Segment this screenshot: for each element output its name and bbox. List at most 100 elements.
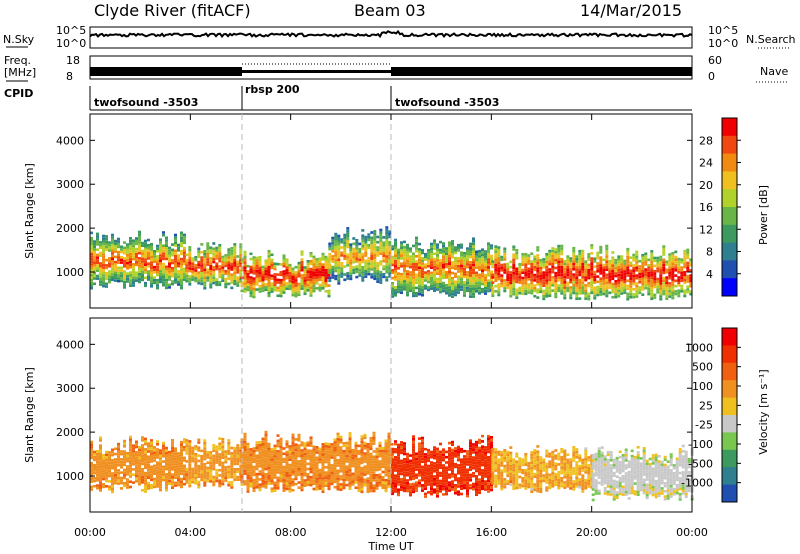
echo-cell [120, 269, 123, 272]
echo-cell [90, 454, 93, 457]
echo-cell [150, 447, 153, 450]
echo-cell [400, 480, 403, 484]
echo-cell [397, 253, 400, 257]
echo-cell [312, 487, 316, 491]
echo-cell [162, 455, 165, 458]
echo-cell [381, 483, 385, 487]
echo-cell [385, 268, 389, 271]
echo-cell [472, 266, 475, 269]
echo-cell [309, 252, 313, 255]
echo-cell [451, 284, 454, 288]
echo-cell [515, 288, 519, 292]
echo-cell [451, 440, 454, 444]
echo-cell [227, 264, 231, 267]
echo-cell [394, 466, 397, 470]
echo-cell [490, 283, 493, 287]
echo-cell [373, 264, 377, 267]
echo-cell [221, 448, 225, 452]
echo-cell [141, 475, 144, 479]
beam-title: Beam 03 [354, 1, 426, 20]
echo-cell [460, 466, 463, 469]
echo-cell [394, 291, 397, 294]
echo-cell [138, 461, 141, 465]
echo-cell [454, 256, 457, 260]
echo-cell [339, 488, 343, 491]
echo-cell [641, 285, 645, 289]
echo-cell [105, 463, 108, 467]
echo-cell [117, 253, 120, 257]
echo-cell [233, 274, 237, 278]
echo-cell [418, 455, 421, 459]
echo-cell [309, 286, 313, 289]
echo-cell [557, 276, 561, 279]
echo-cell [337, 263, 341, 267]
echo-cell [454, 478, 457, 482]
echo-cell [354, 486, 358, 489]
echo-cell [318, 273, 322, 276]
echo-cell [364, 267, 368, 270]
echo-cell [384, 468, 388, 472]
echo-cell [375, 481, 379, 485]
echo-cell [165, 462, 168, 466]
echo-cell [424, 287, 427, 290]
echo-cell [185, 481, 189, 484]
echo-cell [258, 279, 262, 283]
echo-cell [327, 442, 331, 446]
echo-cell [156, 466, 159, 470]
echo-cell [138, 477, 141, 481]
echo-cell [96, 243, 99, 246]
echo-cell [629, 272, 633, 275]
echo-cell [279, 289, 283, 292]
echo-cell [372, 442, 376, 445]
echo-cell [421, 444, 424, 448]
echo-cell [203, 284, 207, 287]
echo-cell [391, 292, 394, 296]
echo-cell [297, 272, 301, 275]
echo-cell [321, 284, 325, 287]
echo-cell [354, 460, 358, 463]
echo-cell [674, 250, 678, 254]
echo-cell [96, 457, 99, 461]
echo-cell [249, 268, 253, 271]
echo-cell [494, 258, 498, 261]
echo-cell [90, 284, 93, 287]
echo-cell [312, 482, 316, 485]
echo-cell [412, 472, 415, 475]
echo-cell [141, 260, 144, 263]
echo-cell [659, 261, 663, 264]
echo-cell [324, 460, 328, 464]
echo-cell [487, 289, 490, 293]
echo-cell [212, 446, 216, 450]
echo-cell [379, 247, 383, 250]
echo-cell [206, 271, 210, 274]
echo-cell [261, 474, 265, 478]
echo-cell [421, 283, 424, 286]
echo-cell [212, 454, 216, 458]
echo-cell [200, 478, 204, 482]
echo-cell [191, 473, 195, 476]
echo-cell [384, 463, 388, 466]
echo-cell [221, 279, 225, 282]
echo-cell [328, 268, 332, 272]
echo-cell [367, 264, 371, 268]
echo-cell [415, 463, 418, 466]
echo-cell [536, 280, 540, 284]
echo-cell [364, 275, 368, 278]
echo-cell [183, 236, 186, 239]
echo-cell [99, 460, 102, 463]
echo-cell [442, 464, 445, 467]
echo-cell [132, 252, 135, 256]
echo-cell [487, 260, 490, 264]
echo-cell [102, 250, 105, 254]
echo-cell [345, 452, 349, 455]
echo-cell [258, 472, 262, 476]
echo-cell [171, 259, 174, 262]
echo-cell [165, 255, 168, 258]
echo-cell [321, 466, 325, 470]
echo-cell [367, 246, 371, 250]
echo-cell [536, 269, 540, 273]
echo-cell [463, 283, 466, 287]
echo-cell [233, 473, 237, 476]
echo-cell [165, 249, 168, 253]
echo-cell [454, 251, 457, 255]
